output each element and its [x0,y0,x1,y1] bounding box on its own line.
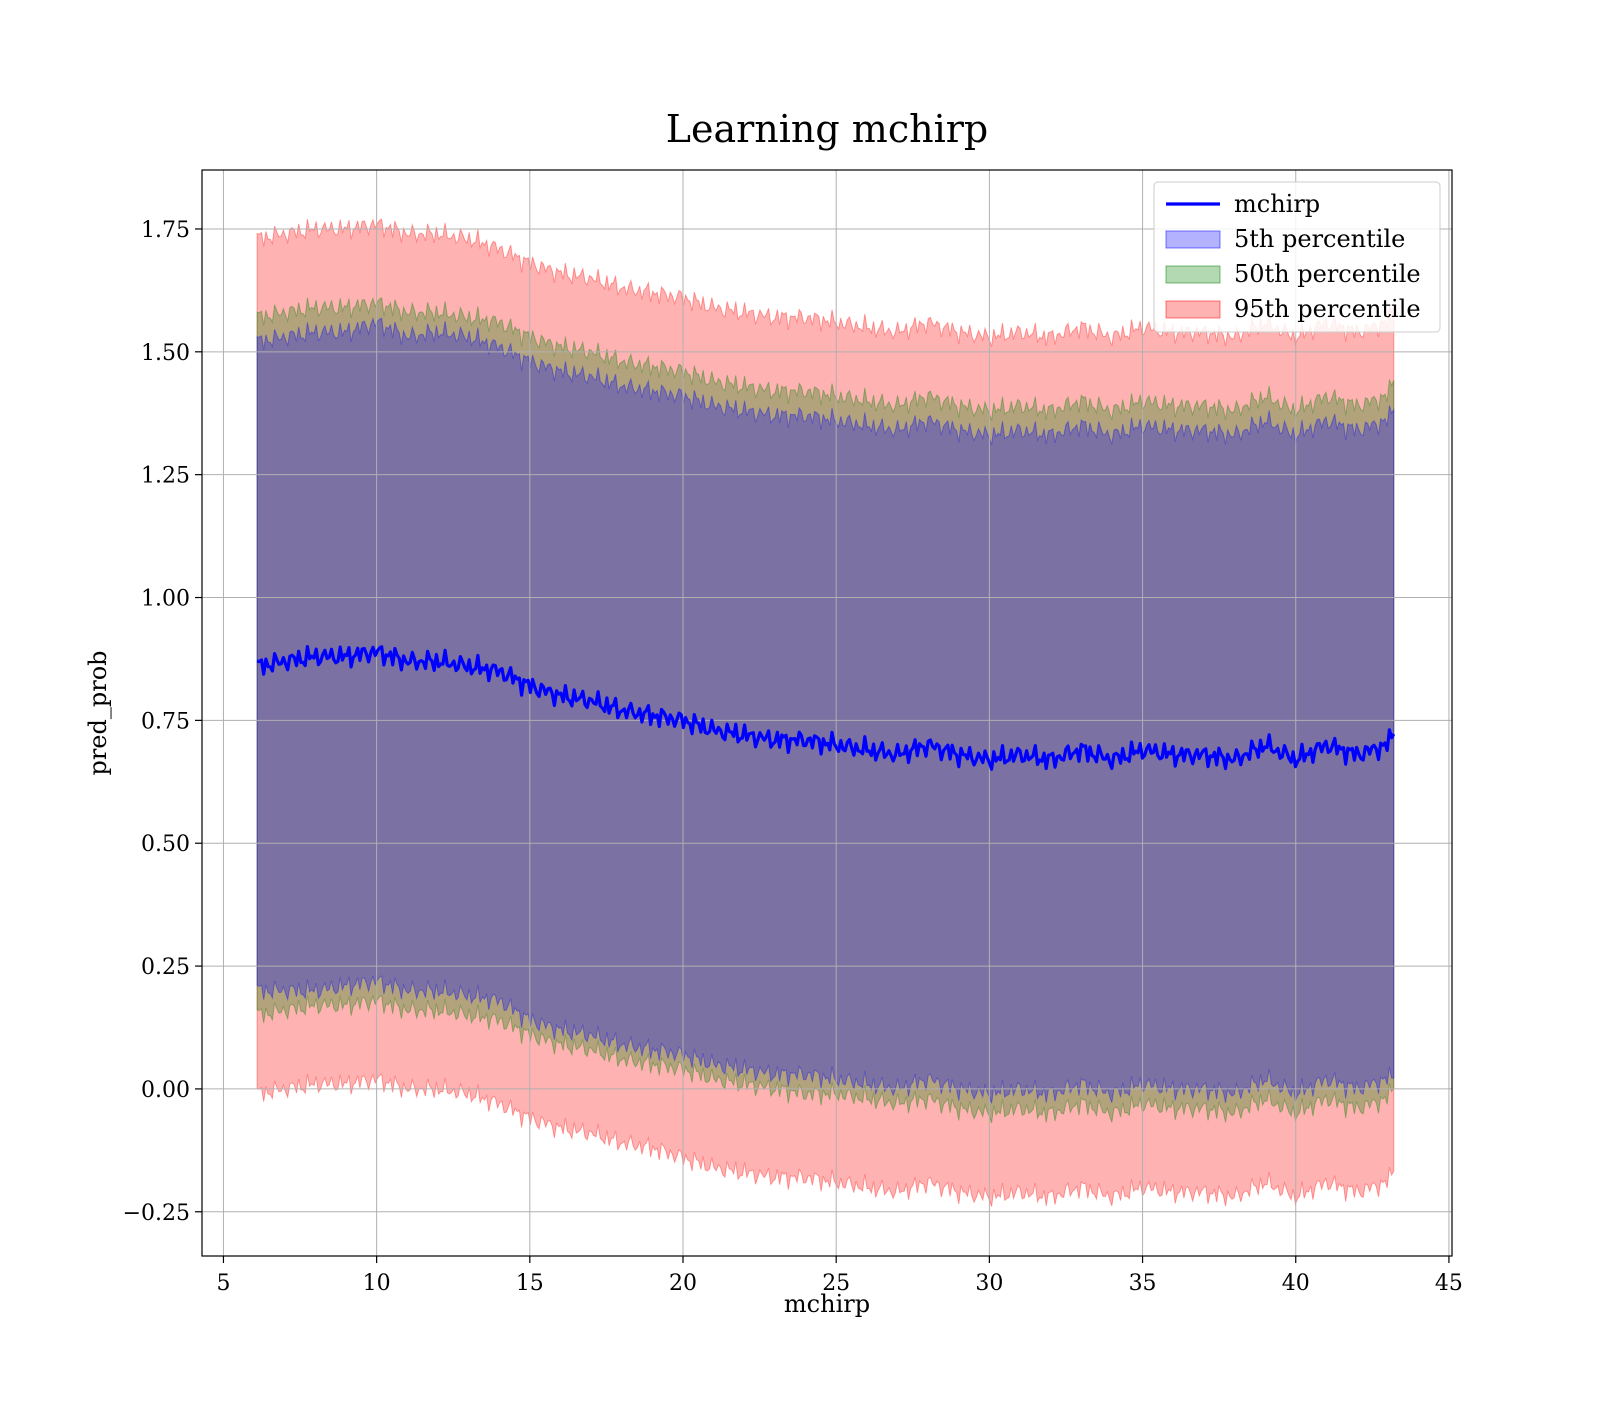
legend-box [1153,181,1441,333]
y-tick-label: −0.25 [123,1201,190,1226]
grid-layer [202,170,1452,1256]
legend-label: 50th percentile [1234,260,1421,288]
band-5th-percentile [256,316,1395,1104]
x-tick-label: 40 [1282,1271,1310,1296]
line-layer [256,645,1396,771]
x-tick-label: 20 [669,1271,697,1296]
legend: mchirp 5th percentile 50th percentile 95th … [1153,181,1441,333]
bands-layer [256,218,1395,1207]
x-tick-label: 25 [822,1271,850,1296]
y-tick-label: 1.75 [141,218,190,243]
legend-swatch-patch [1165,230,1221,249]
y-tick-label: 1.50 [141,341,190,366]
legend-item-50th-percentile: 50th percentile [1165,260,1421,288]
legend-label: mchirp [1234,190,1320,218]
x-tick-label: 10 [363,1271,391,1296]
mchirp-line [256,645,1396,771]
legend-label: 95th percentile [1234,295,1421,323]
legend-item-5th-percentile: 5th percentile [1165,225,1405,253]
ticks-layer: 5 10 15 20 25 30 35 40 45 −0.25 0.00 0.25 0.50 0.75 1.… [123,218,1463,1296]
chart-title: Learning mchirp [666,107,988,151]
y-tick-label: 0.75 [141,709,190,734]
legend-item-95th-percentile: 95th percentile [1165,295,1421,323]
legend-swatch-patch [1165,265,1221,284]
x-tick-label: 15 [516,1271,544,1296]
x-tick-label: 35 [1129,1271,1157,1296]
x-tick-label: 30 [975,1271,1003,1296]
legend-label: 5th percentile [1234,225,1405,253]
y-tick-label: 0.00 [141,1078,190,1103]
band-95th-percentile [256,218,1395,1207]
x-tick-label: 45 [1435,1271,1463,1296]
legend-item-mchirp: mchirp [1166,190,1320,218]
legend-swatch-patch [1165,300,1221,319]
band-50th-percentile [256,296,1395,1124]
x-axis-label: mchirp [784,1290,870,1318]
y-tick-label: 1.25 [141,464,190,489]
y-tick-label: 0.50 [141,832,190,857]
plot-frame [201,169,1453,1257]
y-tick-label: 0.25 [141,955,190,980]
y-axis-label: pred_prob [84,650,112,775]
x-tick-label: 5 [216,1271,230,1296]
y-tick-label: 1.00 [141,587,190,612]
